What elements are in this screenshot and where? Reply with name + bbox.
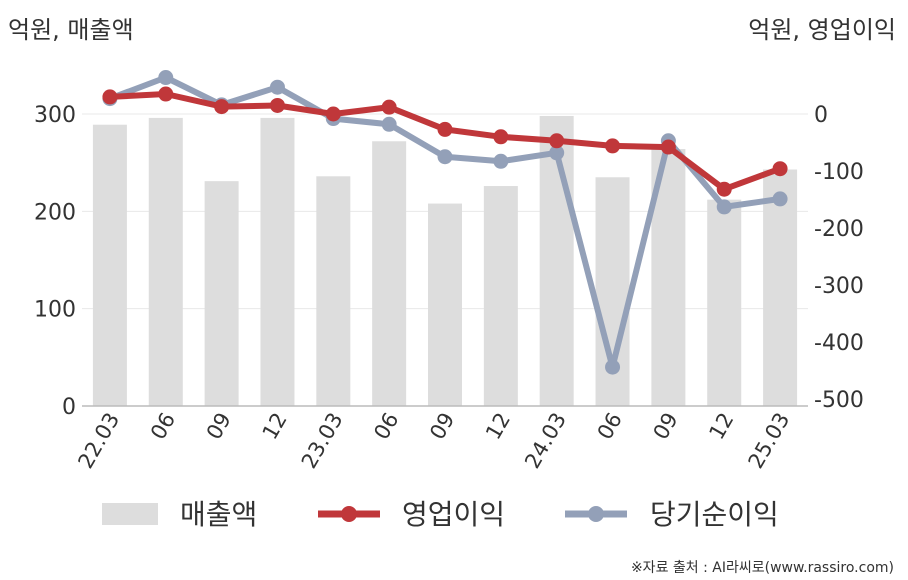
point-operating-profit (493, 129, 509, 145)
bar-revenue (316, 176, 351, 406)
legend-label-revenue: 매출액 (180, 498, 257, 531)
legend: 매출액 영업이익 당기순이익 (102, 498, 779, 531)
bar-revenue (260, 117, 295, 406)
point-net-income (605, 359, 621, 375)
point-operating-profit (269, 97, 285, 113)
x-tick-label: 06 (369, 409, 403, 444)
left-tick-label: 0 (62, 395, 76, 420)
x-tick-label: 22.03 (73, 409, 124, 473)
bar-revenue (707, 199, 742, 406)
point-operating-profit (437, 121, 453, 137)
x-tick-label: 06 (146, 409, 180, 444)
point-net-income (716, 199, 732, 215)
left-tick-label: 100 (34, 298, 76, 323)
point-operating-profit (158, 86, 174, 102)
point-operating-profit (325, 106, 341, 122)
point-operating-profit (102, 89, 118, 105)
left-tick-label: 200 (34, 200, 76, 225)
legend-label-net-income: 당기순이익 (650, 498, 779, 531)
point-operating-profit (605, 138, 621, 154)
x-tick-label: 25.03 (744, 409, 795, 473)
point-net-income (158, 70, 174, 86)
left-axis-unit: 억원, 매출액 (8, 16, 134, 44)
bar-revenue (483, 186, 518, 406)
x-tick-label: 24.03 (520, 409, 571, 473)
x-tick-label: 06 (593, 409, 627, 444)
right-axis-unit: 억원, 영업이익 (748, 16, 896, 44)
right-tick-label: -200 (814, 217, 864, 242)
point-net-income (381, 116, 397, 132)
bar-revenue (148, 117, 183, 406)
point-operating-profit (549, 133, 565, 149)
x-axis-ticks: 22.03 06 09 12 23.03 06 09 12 24.03 06 09 12 25.03 (73, 409, 794, 473)
x-tick-label: 12 (258, 409, 292, 444)
source-text: ※자료 출처 : AI라씨로(www.rassiro.com) (631, 560, 894, 576)
bar-revenue (204, 181, 239, 406)
right-tick-label: -300 (814, 274, 864, 299)
legend-swatch-revenue (102, 503, 158, 525)
x-tick-label: 09 (425, 409, 459, 444)
left-axis-ticks: 0 100 200 300 (34, 103, 76, 420)
right-tick-label: -100 (814, 160, 864, 185)
bar-revenue (428, 203, 462, 406)
point-operating-profit (660, 139, 676, 155)
bar-revenue (372, 141, 407, 406)
point-net-income (549, 145, 565, 161)
point-net-income (772, 191, 788, 207)
legend-marker-net-income (588, 506, 604, 522)
right-tick-label: 0 (814, 103, 828, 128)
point-operating-profit (381, 99, 397, 115)
bar-series-revenue (92, 115, 798, 407)
line-series (102, 70, 788, 375)
point-operating-profit (214, 99, 230, 115)
x-tick-label: 23.03 (297, 409, 348, 473)
left-tick-label: 300 (34, 103, 76, 128)
right-tick-label: -400 (814, 331, 864, 356)
right-tick-label: -500 (814, 388, 864, 413)
point-net-income (269, 79, 285, 95)
x-tick-label: 09 (202, 409, 236, 444)
legend-label-operating-profit: 영업이익 (402, 498, 505, 531)
point-operating-profit (772, 161, 788, 177)
x-tick-label: 09 (649, 409, 683, 444)
point-net-income (437, 149, 453, 165)
x-tick-label: 12 (704, 409, 738, 444)
bar-revenue (763, 169, 798, 406)
right-axis-ticks: 0 -100 -200 -300 -400 -500 (814, 103, 864, 413)
point-operating-profit (716, 181, 732, 197)
bar-revenue (92, 124, 127, 406)
point-net-income (493, 153, 509, 169)
x-tick-label: 12 (481, 409, 515, 444)
legend-marker-operating-profit (341, 506, 357, 522)
